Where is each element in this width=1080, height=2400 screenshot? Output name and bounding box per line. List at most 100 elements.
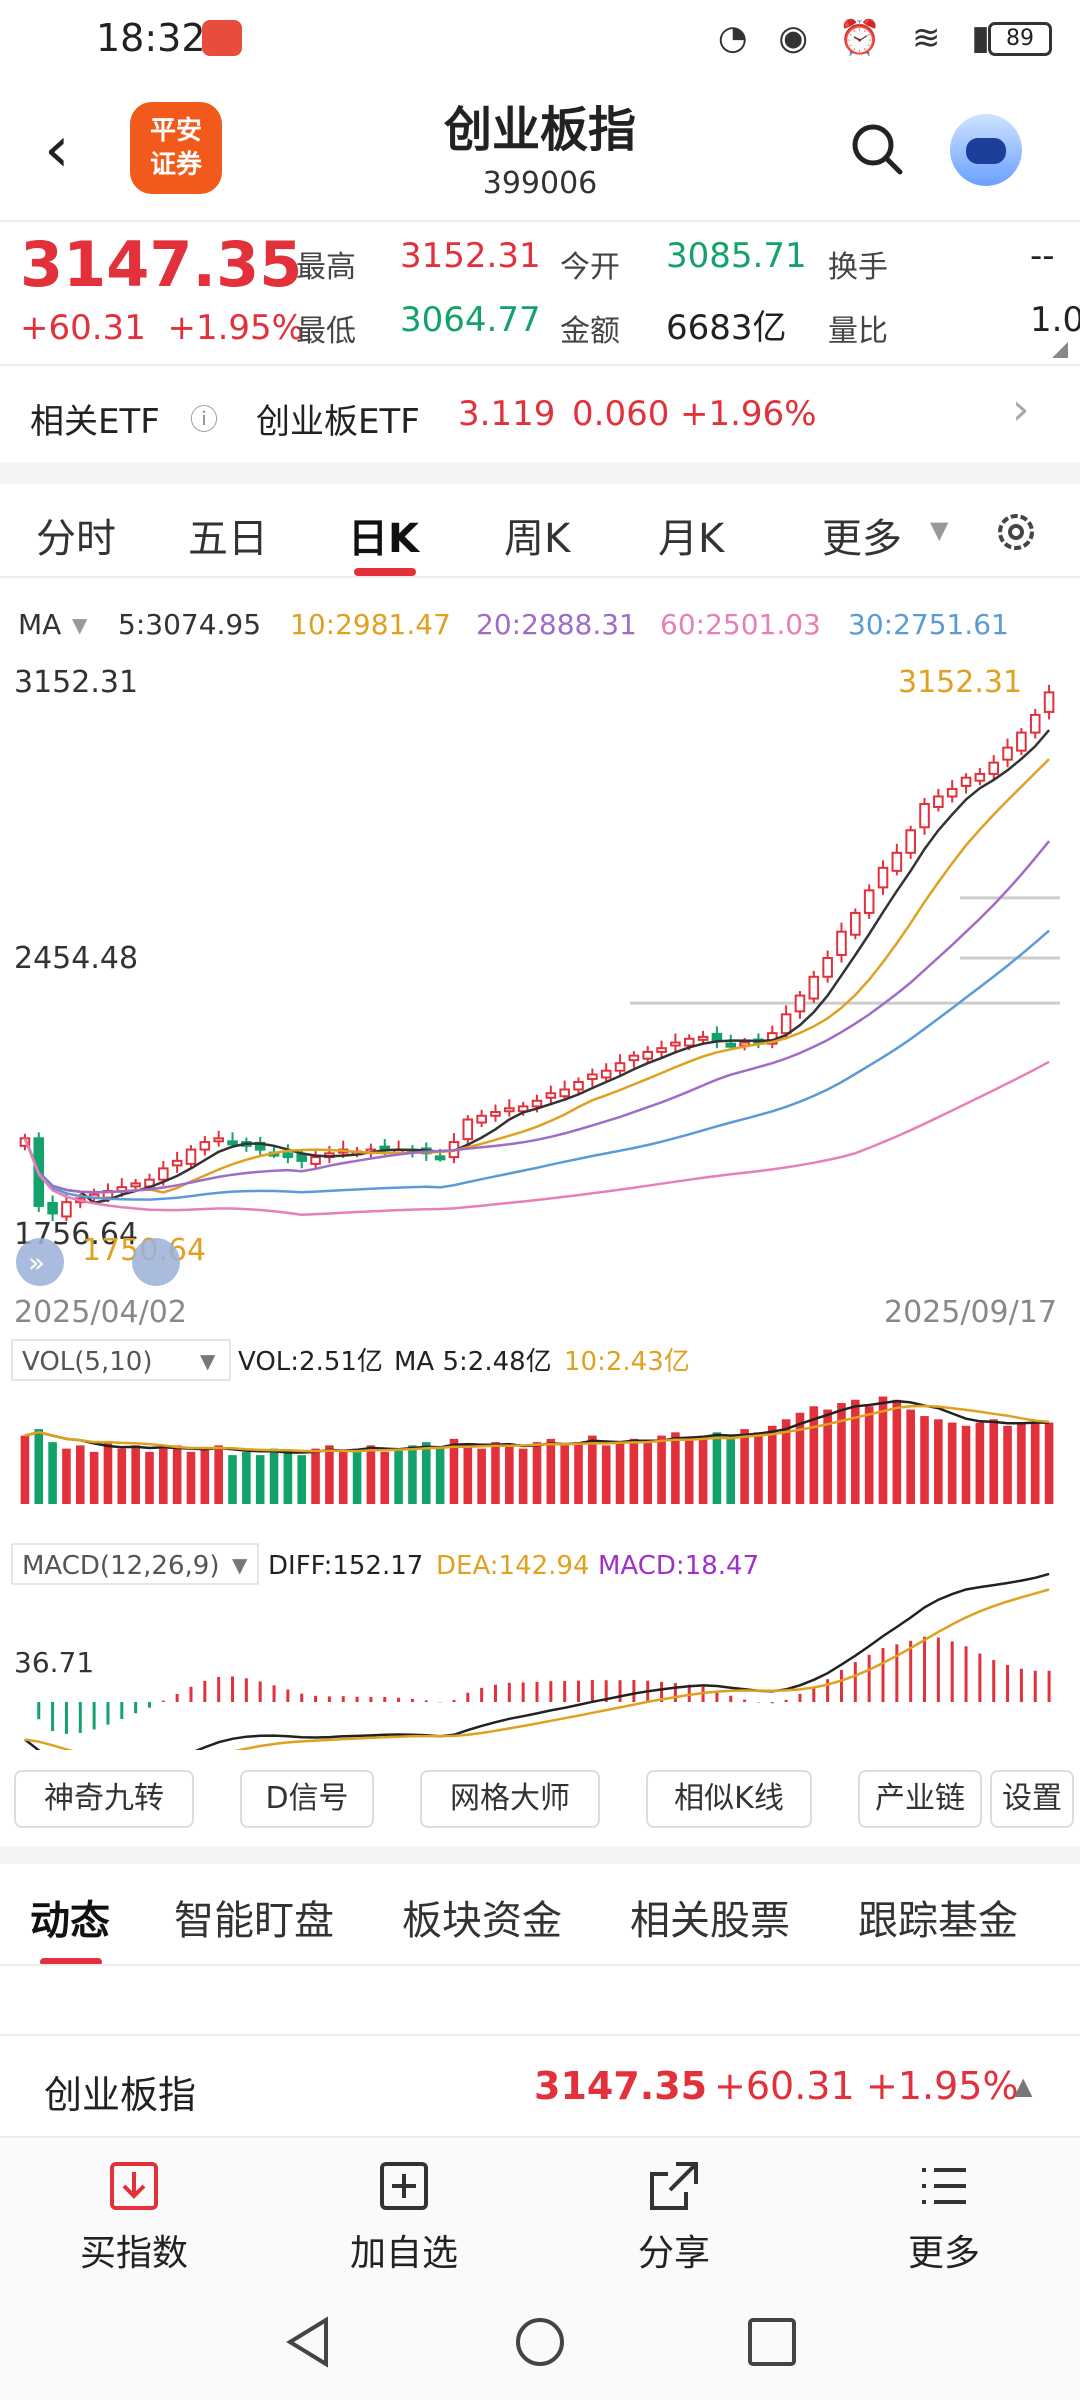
crosshair-toggle-icon[interactable] <box>132 1238 180 1286</box>
section-gap <box>0 1846 1080 1864</box>
dropdown-caret-icon[interactable]: ▼ <box>930 516 949 544</box>
buy-index-button[interactable]: 买指数 <box>44 2158 224 2276</box>
system-recents-icon[interactable] <box>744 2314 800 2370</box>
volume-bar <box>89 1451 99 1504</box>
candle <box>988 761 1000 775</box>
share-button[interactable]: 分享 <box>584 2158 764 2276</box>
candle <box>891 851 903 872</box>
volume-bar <box>1044 1422 1054 1504</box>
tool-magic-nine[interactable]: 神奇九转 <box>14 1770 194 1828</box>
volume-bar <box>532 1442 542 1504</box>
volume-bar <box>366 1445 376 1504</box>
volume-bar <box>698 1435 708 1504</box>
scroll-left-icon[interactable] <box>16 1238 64 1286</box>
candle <box>490 1111 501 1117</box>
active-tab-indicator <box>40 1958 102 1966</box>
gear-icon[interactable] <box>992 508 1040 556</box>
ma30-line <box>23 929 1050 1201</box>
search-icon[interactable] <box>848 120 904 176</box>
tab-weekly-k[interactable]: 周K <box>504 516 571 562</box>
summary-change: +60.31 <box>714 2064 855 2108</box>
bottom-action-bar: 买指数 加自选 分享 更多 <box>0 2136 1080 2286</box>
volume-bar <box>214 1445 223 1504</box>
back-icon[interactable]: ‹ <box>44 113 70 187</box>
volume-bar <box>671 1432 680 1504</box>
volume-bar <box>767 1425 777 1504</box>
tab-daily-k[interactable]: 日K <box>348 516 419 562</box>
volume-bar <box>975 1422 985 1504</box>
summary-row[interactable]: 创业板指 3147.35 +60.31 +1.95% ▲ <box>0 2034 1080 2130</box>
volume-bar <box>518 1448 528 1504</box>
macd-dea: DEA:142.94 <box>436 1551 590 1581</box>
volume-bar <box>795 1412 805 1504</box>
tab-sector-funds[interactable]: 板块资金 <box>402 1898 562 1944</box>
volume-bar <box>781 1419 791 1504</box>
tab-five-day[interactable]: 五日 <box>188 516 268 562</box>
macd-indicator-selector[interactable] <box>11 1543 259 1585</box>
tab-monthly-k[interactable]: 月K <box>658 516 725 562</box>
tab-intraday[interactable]: 分时 <box>36 516 116 562</box>
system-back-icon[interactable] <box>280 2314 336 2370</box>
caret-up-icon[interactable]: ▲ <box>1014 2072 1033 2100</box>
candle <box>130 1182 141 1188</box>
volume-bar <box>809 1406 819 1504</box>
volume-bar <box>477 1448 486 1504</box>
candle <box>434 1155 446 1161</box>
macd-diff-line <box>24 1572 1050 1750</box>
volume-bar <box>560 1445 569 1504</box>
more-button[interactable]: 更多 <box>854 2158 1034 2276</box>
candle <box>158 1167 169 1181</box>
plus-box-icon <box>380 2162 428 2210</box>
assistant-robot-icon[interactable] <box>950 114 1022 186</box>
quote-field-label: 量比 <box>828 314 888 349</box>
kline-chart[interactable]: MA ▼ 5:3074.95 10:2981.47 20:2888.31 60:… <box>0 600 1080 1750</box>
related-etf-row[interactable]: 相关ETF ⓘ 创业板ETF 3.119 0.060 +1.96% › <box>0 372 1080 462</box>
system-navigation-bar <box>0 2286 1080 2400</box>
chevron-right-icon[interactable]: › <box>1012 384 1030 435</box>
etf-name: 创业板ETF <box>256 402 420 442</box>
tab-tracking-funds[interactable]: 跟踪基金 <box>858 1898 1018 1944</box>
volume-bar <box>851 1399 860 1504</box>
header: ‹ 平安 证券 创业板指 399006 <box>0 80 1080 220</box>
quote-field-value: 3064.77 <box>400 300 541 340</box>
volume-bar <box>131 1445 140 1504</box>
broker-logo: 平安 证券 <box>130 102 222 194</box>
candle <box>310 1156 321 1165</box>
ma20-line <box>23 840 1051 1194</box>
ma5-line <box>23 729 1051 1205</box>
ma10-value: 10:2981.47 <box>290 608 451 641</box>
tab-more[interactable]: 更多 <box>822 516 902 562</box>
tab-related-stocks[interactable]: 相关股票 <box>630 1898 790 1944</box>
tab-smart-watch[interactable]: 智能盯盘 <box>174 1898 334 1944</box>
expand-corner-icon[interactable] <box>1052 342 1068 358</box>
tool-grid-master[interactable]: 网格大师 <box>420 1770 600 1828</box>
summary-name: 创业板指 <box>44 2073 197 2117</box>
ma-dropdown-icon[interactable]: ▼ <box>72 613 88 637</box>
vol-indicator-selector[interactable] <box>11 1339 231 1381</box>
candle <box>836 930 847 956</box>
section-gap <box>0 462 1080 484</box>
system-home-icon[interactable] <box>512 2314 568 2370</box>
quote-field-value: 3085.71 <box>666 236 807 276</box>
status-icons: ◔ ◉ ⏰ ≋ ▮ <box>717 18 1000 58</box>
tab-dynamics[interactable]: 动态 <box>30 1898 110 1944</box>
tool-similar-kline[interactable]: 相似K线 <box>646 1770 812 1828</box>
candle <box>933 795 944 808</box>
volume-bar <box>546 1438 556 1504</box>
candle <box>780 1013 792 1035</box>
tool-settings[interactable]: 设置 <box>990 1770 1074 1828</box>
info-icon[interactable]: ⓘ <box>190 403 219 436</box>
candlestick-series <box>19 684 1060 1221</box>
feature-tabs: 动态 智能盯盘 板块资金 相关股票 跟踪基金 <box>0 1866 1080 1966</box>
tool-d-signal[interactable]: D信号 <box>240 1770 374 1828</box>
volume-bar <box>242 1451 251 1504</box>
candle <box>919 802 930 829</box>
index-code: 399006 <box>482 166 598 201</box>
add-watchlist-button[interactable]: 加自选 <box>314 2158 494 2276</box>
volume-bar <box>186 1451 196 1504</box>
candle <box>504 1107 515 1113</box>
svg-text:▼: ▼ <box>200 1349 216 1373</box>
tool-industry-chain[interactable]: 产业链 <box>858 1770 982 1828</box>
volume-bar <box>837 1403 846 1504</box>
candle <box>47 1201 58 1215</box>
